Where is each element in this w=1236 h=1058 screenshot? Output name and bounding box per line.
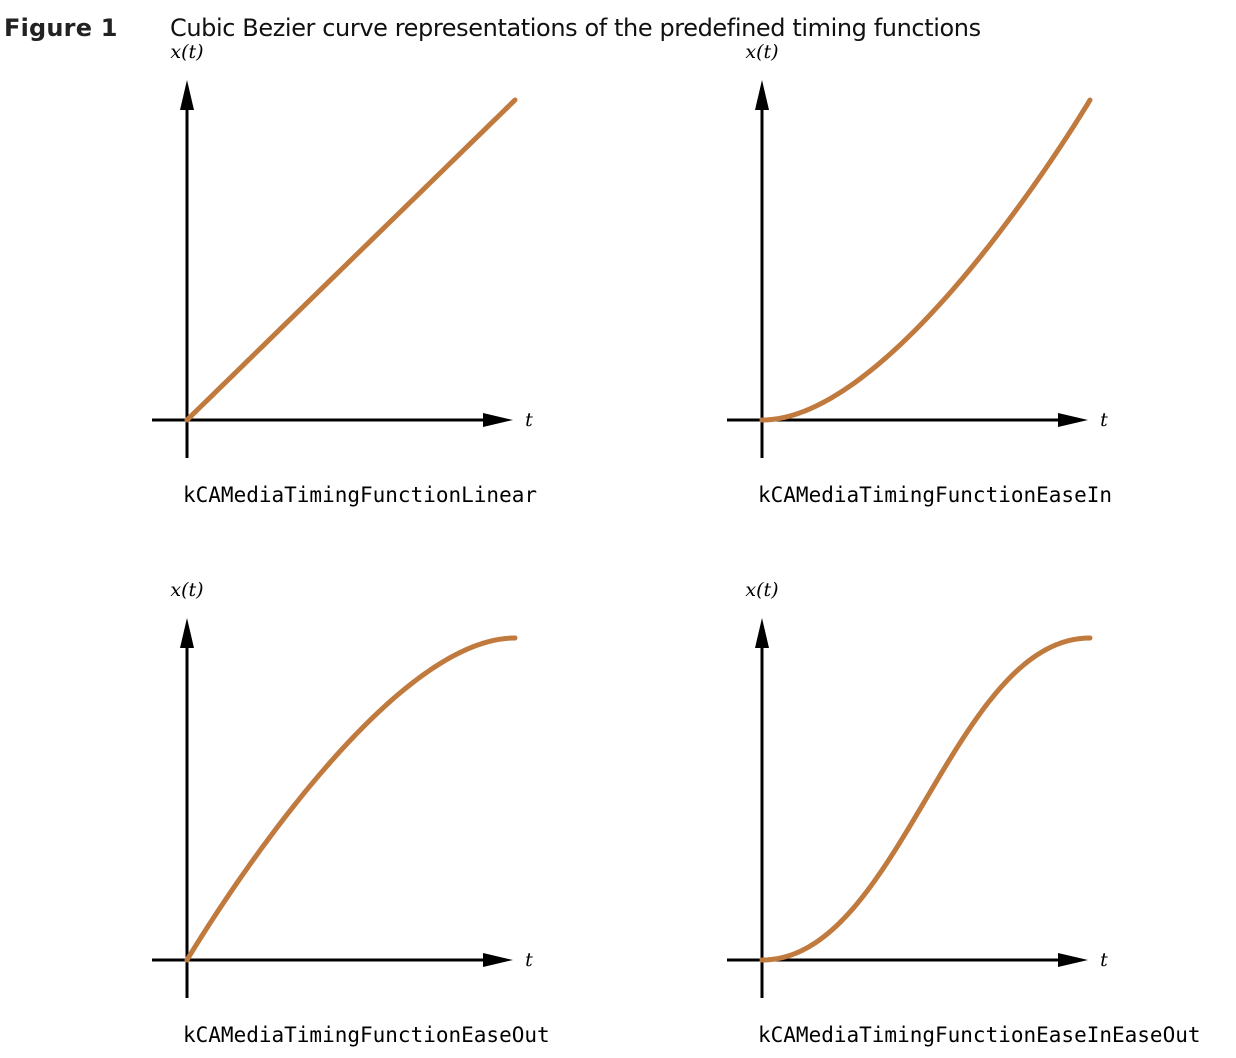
chart-title: kCAMediaTimingFunctionEaseOut bbox=[183, 1023, 550, 1047]
y-axis-label: x(t) bbox=[745, 41, 778, 63]
chart-panel-linear: x(t) t kCAMediaTimingFunctionLinear bbox=[152, 41, 537, 507]
y-axis-label: x(t) bbox=[745, 579, 778, 601]
chart-title: kCAMediaTimingFunctionLinear bbox=[183, 483, 537, 507]
x-axis-label: t bbox=[1100, 949, 1108, 971]
chart-panel-ease-in-ease-out: x(t) t kCAMediaTimingFunctionEaseInEaseOut bbox=[727, 579, 1201, 1047]
x-axis-arrow bbox=[483, 953, 513, 967]
y-axis-arrow bbox=[180, 618, 194, 648]
chart-panel-ease-out: x(t) t kCAMediaTimingFunctionEaseOut bbox=[152, 579, 550, 1047]
chart-title: kCAMediaTimingFunctionEaseIn bbox=[758, 483, 1112, 507]
x-axis-label: t bbox=[525, 949, 533, 971]
timing-curve-ease-out bbox=[184, 635, 518, 963]
x-axis-label: t bbox=[1100, 409, 1108, 431]
timing-curve-ease-in bbox=[759, 97, 1093, 423]
x-axis-arrow bbox=[483, 413, 513, 427]
x-axis-arrow bbox=[1058, 413, 1088, 427]
x-axis-arrow bbox=[1058, 953, 1088, 967]
y-axis-arrow bbox=[755, 80, 769, 110]
figure-header: Figure 1 Cubic Bezier curve representati… bbox=[0, 0, 1236, 60]
x-axis-label: t bbox=[525, 409, 533, 431]
y-axis-arrow bbox=[180, 80, 194, 110]
chart-panel-ease-in: x(t) t kCAMediaTimingFunctionEaseIn bbox=[727, 41, 1112, 507]
timing-curve-linear bbox=[184, 97, 518, 423]
figure-label: Figure 1 bbox=[4, 14, 118, 42]
y-axis-label: x(t) bbox=[170, 579, 203, 601]
y-axis-arrow bbox=[755, 618, 769, 648]
y-axis-label: x(t) bbox=[170, 41, 203, 63]
figure-caption: Cubic Bezier curve representations of th… bbox=[170, 14, 981, 42]
chart-title: kCAMediaTimingFunctionEaseInEaseOut bbox=[758, 1023, 1201, 1047]
timing-curve-ease-in-ease-out bbox=[759, 635, 1093, 963]
